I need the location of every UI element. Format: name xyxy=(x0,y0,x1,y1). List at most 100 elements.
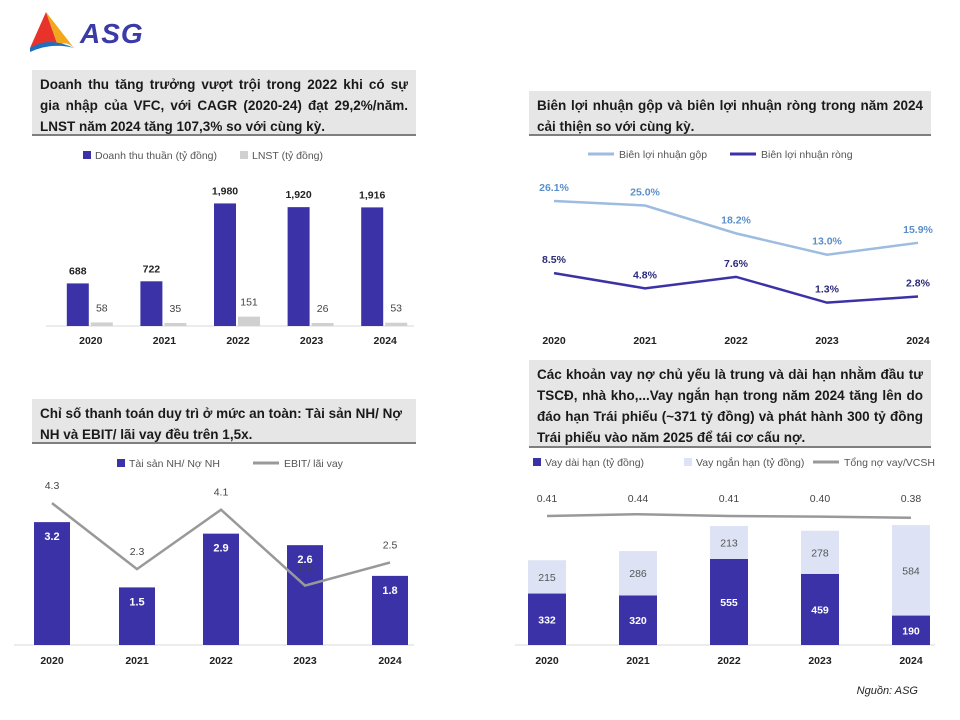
x-tick-label: 2024 xyxy=(374,335,398,347)
short-term-debt-bar xyxy=(619,551,657,596)
current-ratio-bar xyxy=(34,522,70,645)
panel4-title-text: Các khoản vay nợ chủ yếu là trung và dài… xyxy=(537,367,923,445)
debt-equity-value-label: 0.44 xyxy=(628,493,649,505)
long-term-debt-bar xyxy=(710,558,748,645)
long-term-debt-bar xyxy=(528,593,566,645)
x-tick-label: 2020 xyxy=(535,655,559,667)
long-term-debt-value-label: 320 xyxy=(629,615,647,627)
current-ratio-bar xyxy=(372,575,408,645)
lnst-bar xyxy=(385,322,408,326)
net-margin-value-label: 2.8% xyxy=(906,278,931,290)
asg-logo xyxy=(30,12,74,52)
net-margin-value-label: 7.6% xyxy=(724,258,749,270)
revenue-value-label: 1,920 xyxy=(285,189,311,201)
panel2-title-text: Biên lợi nhuận gộp và biên lợi nhuận ròn… xyxy=(537,98,923,134)
x-tick-label: 2023 xyxy=(808,655,832,667)
net-margin-line xyxy=(553,271,919,304)
revenue-value-label: 1,980 xyxy=(212,185,238,197)
net-margin-value-label: 1.3% xyxy=(815,284,840,296)
lnst-bar xyxy=(164,323,187,326)
revenue-bar xyxy=(214,203,236,326)
x-tick-label: 2022 xyxy=(724,335,748,347)
net-margin-value-label: 8.5% xyxy=(542,254,567,266)
current-ratio-value-label: 1.8 xyxy=(382,585,397,597)
gross-margin-value-label: 13.0% xyxy=(812,236,842,248)
legend-ebit-interest-label: EBIT/ lãi vay xyxy=(284,458,344,470)
current-ratio-value-label: 3.2 xyxy=(44,531,59,543)
x-tick-label: 2021 xyxy=(153,335,177,347)
ebit-interest-value-label: 4.3 xyxy=(45,480,60,492)
current-ratio-bar xyxy=(203,533,239,645)
x-tick-label: 2022 xyxy=(209,655,233,667)
lnst-bar xyxy=(238,316,260,326)
current-ratio-value-label: 2.9 xyxy=(213,543,228,555)
ebit-interest-value-label: 2.5 xyxy=(383,540,398,552)
legend-net-margin-label: Biên lợi nhuận ròng xyxy=(761,149,853,161)
gross-margin-value-label: 15.9% xyxy=(903,224,933,236)
short-term-debt-value-label: 215 xyxy=(538,572,556,584)
ebit-interest-line xyxy=(51,502,391,587)
panel3-title: Chỉ số thanh toán duy trì ở mức an toàn:… xyxy=(32,399,416,444)
lnst-value-label: 53 xyxy=(390,303,402,315)
current-ratio-bar xyxy=(287,545,323,645)
x-tick-label: 2021 xyxy=(626,655,650,667)
long-term-debt-bar xyxy=(619,595,657,645)
revenue-bar xyxy=(140,281,163,326)
x-tick-label: 2023 xyxy=(293,655,317,667)
legend-short-term-debt-swatch xyxy=(684,458,692,466)
debt-equity-value-label: 0.41 xyxy=(719,493,740,505)
lnst-bar xyxy=(90,322,113,326)
x-tick-label: 2024 xyxy=(378,655,402,667)
legend-revenue-swatch xyxy=(83,151,91,159)
lnst-value-label: 26 xyxy=(317,303,329,315)
panel4-title: Các khoản vay nợ chủ yếu là trung và dài… xyxy=(529,360,931,448)
long-term-debt-bar xyxy=(892,615,930,645)
revenue-value-label: 722 xyxy=(143,263,161,275)
net-margin-value-label: 4.8% xyxy=(633,269,658,281)
legend-revenue-label: Doanh thu thuần (tỷ đồng) xyxy=(95,150,217,162)
current-ratio-bar xyxy=(119,587,155,645)
x-tick-label: 2022 xyxy=(226,335,250,347)
long-term-debt-value-label: 190 xyxy=(902,625,920,637)
x-tick-label: 2021 xyxy=(125,655,149,667)
gross-margin-value-label: 18.2% xyxy=(721,214,751,226)
legend-long-term-debt-label: Vay dài hạn (tỷ đồng) xyxy=(545,457,644,469)
revenue-bar xyxy=(361,207,384,326)
revenue-bar xyxy=(66,283,89,326)
ebit-interest-value-label: 4.1 xyxy=(214,487,229,499)
revenue-value-label: 1,916 xyxy=(359,189,385,201)
ebit-interest-value-label: 1.8 xyxy=(298,563,313,575)
short-term-debt-bar xyxy=(528,560,566,594)
legend-current-ratio-label: Tài sản NH/ Nợ NH xyxy=(129,458,220,470)
brand-name: ASG xyxy=(80,18,144,49)
lnst-bar xyxy=(311,323,334,326)
legend-debt-equity-label: Tổng nợ vay/VCSH xyxy=(844,457,935,469)
lnst-value-label: 151 xyxy=(240,297,258,309)
revenue-bar xyxy=(287,207,310,326)
ebit-interest-value-label: 2.3 xyxy=(130,546,145,558)
panel1-title-text: Doanh thu tăng trưởng vượt trội trong 20… xyxy=(40,77,408,134)
x-tick-label: 2023 xyxy=(300,335,324,347)
long-term-debt-bar xyxy=(801,573,839,645)
short-term-debt-bar xyxy=(801,530,839,574)
panel3-title-text: Chỉ số thanh toán duy trì ở mức an toàn:… xyxy=(40,406,402,442)
long-term-debt-value-label: 459 xyxy=(811,604,829,616)
gross-margin-value-label: 25.0% xyxy=(630,187,660,199)
legend-lnst-swatch xyxy=(240,151,248,159)
gross-margin-line xyxy=(553,199,919,256)
revenue-value-label: 688 xyxy=(69,265,87,277)
short-term-debt-value-label: 584 xyxy=(902,565,920,577)
x-tick-label: 2024 xyxy=(906,335,930,347)
lnst-value-label: 35 xyxy=(170,303,182,315)
current-ratio-value-label: 2.6 xyxy=(297,554,312,566)
legend-current-ratio-swatch xyxy=(117,459,125,467)
x-tick-label: 2023 xyxy=(815,335,839,347)
legend-lnst-label: LNST (tỷ đồng) xyxy=(252,150,323,162)
debt-equity-value-label: 0.41 xyxy=(537,493,558,505)
gross-margin-value-label: 26.1% xyxy=(539,182,569,194)
legend-long-term-debt-swatch xyxy=(533,458,541,466)
x-tick-label: 2020 xyxy=(79,335,103,347)
